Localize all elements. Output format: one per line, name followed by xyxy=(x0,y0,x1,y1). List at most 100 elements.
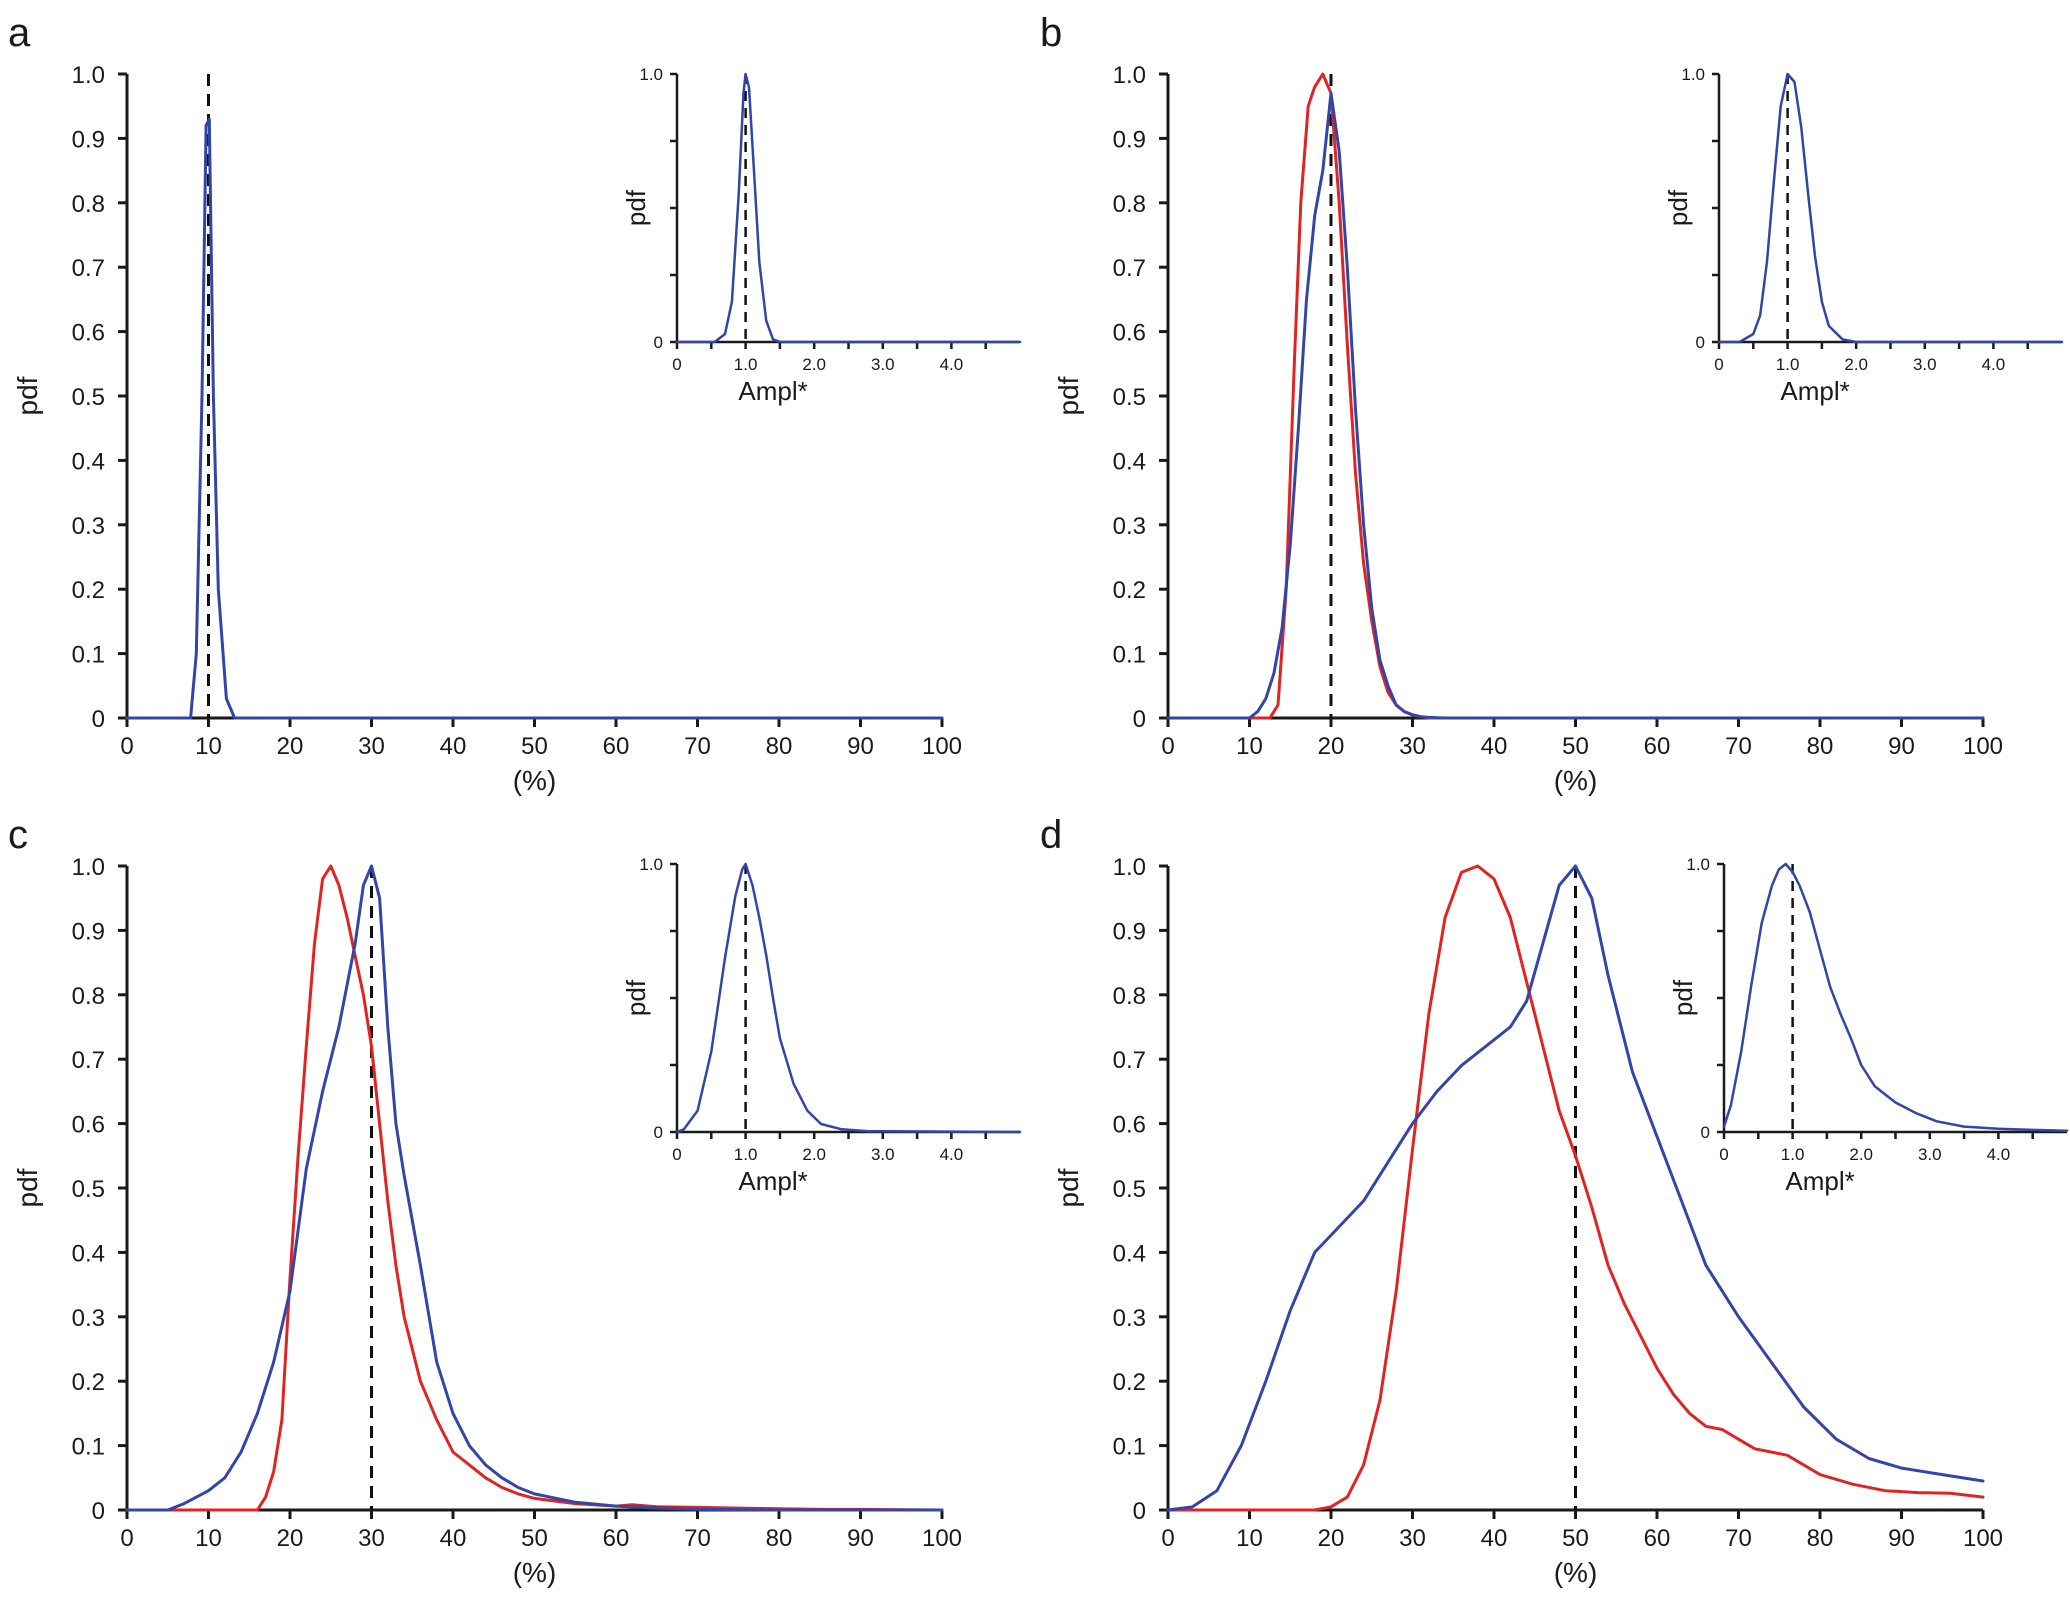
x-tick-label: 90 xyxy=(847,733,874,760)
x-tick-label: 40 xyxy=(440,733,467,760)
y-tick-label: 1.0 xyxy=(72,62,105,89)
y-tick-label: 0 xyxy=(92,706,105,733)
inset-c: 0 1.0 2.0 3.0 4.0 0 1.0 Ampl* pdf xyxy=(621,855,1022,1196)
x-tick-label: 80 xyxy=(766,1525,793,1552)
y-tick-label: 0.3 xyxy=(72,1305,105,1332)
inset-y-axis-label: pdf xyxy=(621,189,651,226)
y-tick-label: 0.5 xyxy=(1113,384,1146,411)
y-tick-label: 0.1 xyxy=(1113,642,1146,669)
x-tick-label: 90 xyxy=(1888,1525,1915,1552)
x-tick-label: 90 xyxy=(1888,733,1915,760)
y-tick-label: 0.2 xyxy=(72,577,105,604)
y-tick-label: 0.1 xyxy=(72,1434,105,1461)
x-tick-label: 10 xyxy=(1236,733,1263,760)
inset-y-tick-label: 1.0 xyxy=(1686,855,1710,874)
inset-x-tick-label: 1.0 xyxy=(1776,355,1800,374)
y-axis-label: pdf xyxy=(12,376,43,415)
inset-x-tick-label: 0 xyxy=(672,355,681,374)
panel-letter: a xyxy=(8,11,31,55)
inset-x-tick-label: 2.0 xyxy=(1849,1145,1873,1164)
y-tick-label: 0.1 xyxy=(72,642,105,669)
inset-x-tick-label: 1.0 xyxy=(1781,1145,1805,1164)
y-tick-label: 0.6 xyxy=(1113,1112,1146,1139)
x-tick-label: 10 xyxy=(1236,1525,1263,1552)
inset-x-tick-label: 1.0 xyxy=(734,1145,758,1164)
series-red-line xyxy=(1166,864,1985,1512)
y-axis-label: pdf xyxy=(1053,1168,1084,1207)
x-tick-label: 20 xyxy=(1318,1525,1345,1552)
inset-y-tick-label: 1.0 xyxy=(639,65,663,84)
y-tick-label: 0.5 xyxy=(72,1176,105,1203)
y-tick-label: 0.2 xyxy=(72,1369,105,1396)
y-tick-label: 0.4 xyxy=(1113,1240,1146,1267)
y-tick-label: 0.5 xyxy=(1113,1176,1146,1203)
x-tick-label: 100 xyxy=(922,1525,962,1552)
inset-x-tick-label: 4.0 xyxy=(1982,355,2006,374)
inset-b: 0 1.0 2.0 3.0 4.0 0 1.0 Ampl* pdf xyxy=(1663,65,2064,406)
x-tick-label: 30 xyxy=(358,1525,385,1552)
x-axis-label: (%) xyxy=(513,765,557,796)
x-tick-label: 30 xyxy=(358,733,385,760)
y-tick-label: 0.5 xyxy=(72,384,105,411)
x-tick-label: 40 xyxy=(1481,733,1508,760)
x-axis-label: (%) xyxy=(1554,1557,1598,1588)
y-tick-label: 0.1 xyxy=(1113,1434,1146,1461)
inset-x-tick-label: 3.0 xyxy=(1913,355,1937,374)
inset-x-axis-label: Ampl* xyxy=(1785,1166,1854,1196)
y-tick-label: 0.9 xyxy=(72,918,105,945)
inset-x-axis-label: Ampl* xyxy=(738,376,807,406)
inset-x-axis-label: Ampl* xyxy=(738,1166,807,1196)
inset-y-tick-label: 1.0 xyxy=(639,855,663,874)
inset-x-tick-label: 0 xyxy=(1719,1145,1728,1164)
x-tick-label: 30 xyxy=(1399,1525,1426,1552)
panel-letter: b xyxy=(1040,11,1062,55)
x-tick-label: 0 xyxy=(120,733,133,760)
y-tick-label: 0.4 xyxy=(72,1240,105,1267)
y-tick-label: 0 xyxy=(1133,706,1146,733)
inset-x-tick-label: 4.0 xyxy=(940,1145,964,1164)
x-tick-label: 0 xyxy=(120,1525,133,1552)
inset-y-tick-label: 0 xyxy=(654,1123,663,1142)
inset-series-blue-line xyxy=(675,862,1022,1134)
x-tick-label: 100 xyxy=(1963,733,2003,760)
x-tick-label: 50 xyxy=(1562,733,1589,760)
y-tick-label: 0.8 xyxy=(1113,191,1146,218)
inset-y-tick-label: 1.0 xyxy=(1681,65,1705,84)
inset-x-tick-label: 4.0 xyxy=(940,355,964,374)
x-tick-label: 10 xyxy=(195,1525,222,1552)
inset-x-axis-label: Ampl* xyxy=(1780,376,1849,406)
inset-series-blue-line xyxy=(675,72,1022,344)
inset-series-blue-line xyxy=(1717,72,2064,344)
x-tick-label: 30 xyxy=(1399,733,1426,760)
x-tick-label: 80 xyxy=(1807,733,1834,760)
x-tick-label: 50 xyxy=(521,733,548,760)
y-tick-label: 1.0 xyxy=(1113,854,1146,881)
x-tick-label: 70 xyxy=(684,733,711,760)
inset-x-tick-label: 2.0 xyxy=(802,1145,826,1164)
y-tick-label: 0.2 xyxy=(1113,1369,1146,1396)
inset-y-axis-label: pdf xyxy=(621,979,651,1016)
x-tick-label: 80 xyxy=(1807,1525,1834,1552)
y-tick-label: 0.7 xyxy=(72,1047,105,1074)
x-tick-label: 70 xyxy=(1725,1525,1752,1552)
inset-y-tick-label: 0 xyxy=(654,333,663,352)
inset-series-blue-line xyxy=(1722,862,2069,1132)
y-tick-label: 0.8 xyxy=(72,191,105,218)
x-tick-label: 50 xyxy=(1562,1525,1589,1552)
x-tick-label: 60 xyxy=(603,1525,630,1552)
panel-letter: d xyxy=(1040,813,1062,857)
panel-d: d 0 10 20 30 40 50 60 70 80 90 100 0 0.1 0.2 0.3 0.4 0.5 0… xyxy=(1040,813,2069,1588)
series-blue-line xyxy=(1166,91,1985,720)
panel-letter: c xyxy=(8,813,28,857)
x-tick-label: 80 xyxy=(766,733,793,760)
x-axis-label: (%) xyxy=(513,1557,557,1588)
y-tick-label: 0.4 xyxy=(72,448,105,475)
inset-x-tick-label: 2.0 xyxy=(802,355,826,374)
y-tick-label: 0.6 xyxy=(1113,320,1146,347)
x-axis-label: (%) xyxy=(1554,765,1598,796)
x-tick-label: 60 xyxy=(1644,733,1671,760)
series-blue-line xyxy=(1166,864,1985,1512)
inset-x-tick-label: 3.0 xyxy=(1918,1145,1942,1164)
y-tick-label: 0.4 xyxy=(1113,448,1146,475)
panel-b: b 0 10 20 30 40 50 60 70 80 90 100 0 0.1 0.2 0.3 0.4 0.5 0… xyxy=(1040,11,2064,796)
